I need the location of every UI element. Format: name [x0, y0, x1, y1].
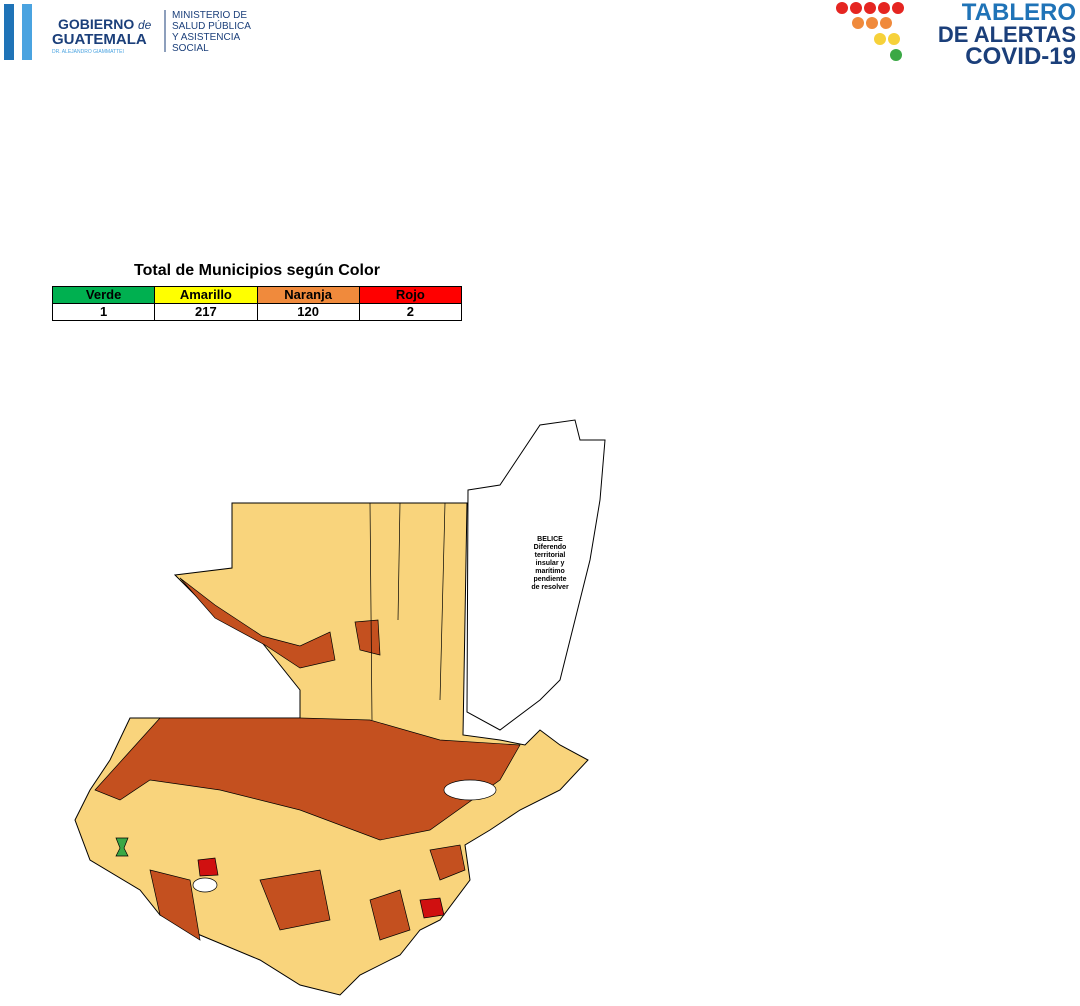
lake-izabal [443, 779, 497, 801]
map-label: insular y [536, 560, 565, 567]
column-header: Verde [51, 286, 156, 304]
flag-bar [22, 4, 32, 60]
ministry-line: Y ASISTENCIA [172, 32, 241, 43]
header-row: Verde Amarillo Naranja Rojo [51, 286, 463, 304]
belize-label: BELICE Diferendo territorial insular y m… [531, 536, 569, 591]
count-cell: 2 [358, 303, 463, 321]
border-line [231, 502, 446, 721]
count-row: 1 217 120 2 [51, 303, 463, 321]
column-header: Amarillo [154, 286, 258, 304]
region-orange [94, 717, 521, 841]
region-orange [354, 619, 381, 656]
summary-table: Verde Amarillo Naranja Rojo 1 217 120 2 [51, 286, 463, 321]
color-summary: Total de Municipios según Color Verde Ama… [51, 262, 463, 321]
table-title: Total de Municipios según Color [134, 262, 380, 279]
dashboard-line: TABLERO [962, 0, 1076, 26]
region-orange [179, 577, 336, 669]
gov-de: de [138, 18, 152, 32]
ministry-line: MINISTERIO DE [172, 10, 247, 21]
ministry-line: SALUD PÚBLICA [172, 19, 251, 32]
map-label: de resolver [531, 584, 569, 591]
belize-outline [466, 419, 606, 731]
map-label: territorial [535, 552, 566, 559]
count-cell: 217 [154, 303, 258, 321]
region-red [419, 897, 445, 919]
column-header: Naranja [256, 286, 360, 304]
count-cell: 1 [51, 303, 156, 321]
lake-atitlan [192, 877, 218, 893]
region-orange [149, 844, 466, 941]
map: BELICE Diferendo territorial insular y m… [74, 419, 606, 996]
flag-bar [4, 4, 14, 60]
dashboard-line: DE ALERTAS [938, 22, 1076, 47]
ministry-line: SOCIAL [172, 43, 209, 54]
map-label: marítimo [535, 568, 565, 575]
gov-line2: GUATEMALA [52, 31, 147, 48]
dashboard-line: COVID-19 [965, 43, 1076, 70]
region-green [115, 837, 129, 857]
column-header: Rojo [358, 286, 463, 304]
map-label: pendiente [533, 576, 566, 583]
dashboard-dots [836, 2, 904, 61]
map-label: Diferendo [534, 544, 567, 551]
header: GOBIERNO de GUATEMALA DR. ALEJANDRO GIAM… [4, 0, 1076, 70]
gov-line1: GOBIERNO [58, 16, 134, 32]
count-cell: 120 [256, 303, 360, 321]
president: DR. ALEJANDRO GIAMMATTEI [52, 49, 124, 55]
map-label: BELICE [537, 536, 563, 543]
region-red [197, 857, 219, 877]
